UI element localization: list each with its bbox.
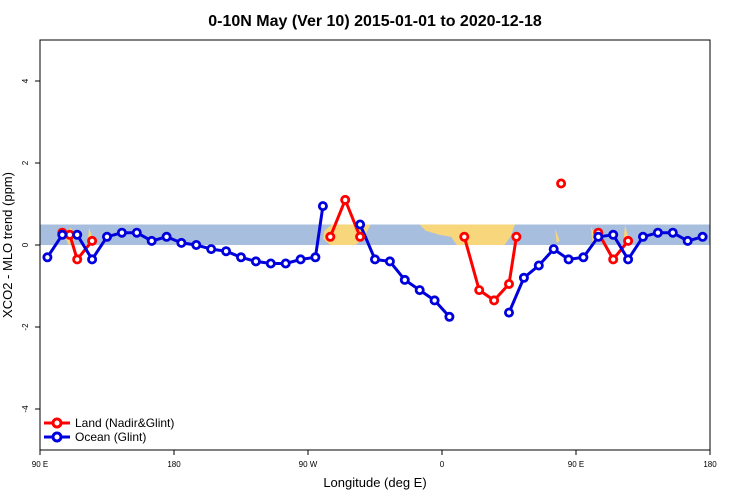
land-data-point	[355, 231, 366, 242]
x-tick-label: 90 E	[32, 460, 48, 469]
ocean-data-point	[593, 231, 604, 242]
ocean-data-point	[131, 227, 142, 238]
x-tick-label: 180	[703, 460, 717, 469]
ocean-data-point	[623, 254, 634, 265]
ocean-data-point	[652, 227, 663, 238]
legend: Land (Nadir&Glint) Ocean (Glint)	[44, 416, 174, 444]
x-tick-label: 180	[167, 460, 181, 469]
ocean-data-point	[191, 239, 202, 250]
legend-land-marker	[51, 417, 63, 429]
land-data-point	[340, 194, 351, 205]
land-data-point	[87, 235, 98, 246]
legend-ocean-marker	[51, 431, 63, 443]
x-tick-label: 90 W	[299, 460, 318, 469]
ocean-data-point	[72, 229, 83, 240]
ocean-data-point	[638, 231, 649, 242]
ocean-data-point	[295, 254, 306, 265]
legend-ocean-label: Ocean (Glint)	[75, 430, 146, 444]
ocean-data-point	[317, 201, 328, 212]
land-data-point	[608, 254, 619, 265]
ocean-data-point	[608, 229, 619, 240]
ocean-data-point	[503, 307, 514, 318]
axis-ticks: 90 E 180 90 W 0 90 E 180 -4 -2 0 2 4	[21, 78, 717, 469]
ocean-data-point	[667, 227, 678, 238]
ocean-data-point	[235, 252, 246, 263]
ocean-data-point	[280, 258, 291, 269]
ocean-data-point	[429, 295, 440, 306]
ocean-data-point	[563, 254, 574, 265]
x-tick-label: 0	[440, 460, 445, 469]
ocean-data-point	[518, 272, 529, 283]
ocean-data-point	[384, 256, 395, 267]
ocean-data-point	[265, 258, 276, 269]
land-data-point	[474, 285, 485, 296]
ocean-data-point	[146, 235, 157, 246]
ocean-band	[40, 224, 710, 245]
y-tick-label: 4	[21, 78, 30, 83]
ocean-data-point	[414, 285, 425, 296]
y-tick-label: 0	[21, 242, 30, 247]
ocean-data-point	[533, 260, 544, 271]
x-tick-label: 90 E	[568, 460, 584, 469]
ocean-data-point	[682, 235, 693, 246]
y-tick-label: -4	[21, 405, 30, 413]
ocean-data-point	[444, 311, 455, 322]
ocean-data-point	[57, 229, 68, 240]
x-axis-label: Longitude (deg E)	[323, 475, 426, 490]
y-tick-label: 2	[21, 160, 30, 165]
ocean-data-point	[87, 254, 98, 265]
ocean-data-point	[355, 219, 366, 230]
land-data-point	[489, 295, 500, 306]
chart-title: 0-10N May (Ver 10) 2015-01-01 to 2020-12…	[208, 13, 542, 30]
ocean-data-point	[42, 252, 53, 263]
ocean-data-point	[161, 231, 172, 242]
ocean-data-point	[116, 227, 127, 238]
ocean-data-point	[206, 244, 217, 255]
land-mass	[555, 228, 560, 243]
land-data-point	[511, 231, 522, 242]
ocean-data-point	[221, 246, 232, 257]
ocean-data-point	[697, 231, 708, 242]
legend-land-label: Land (Nadir&Glint)	[75, 416, 174, 430]
ocean-data-point	[176, 237, 187, 248]
land-data-point	[325, 231, 336, 242]
y-tick-label: -2	[21, 323, 30, 331]
land-data-point	[556, 178, 567, 189]
ocean-data-point	[578, 252, 589, 263]
land-data-point	[503, 278, 514, 289]
ocean-data-point	[310, 252, 321, 263]
y-axis-label: XCO2 - MLO trend (ppm)	[0, 172, 15, 318]
ocean-data-point	[102, 231, 113, 242]
land-data-point	[72, 254, 83, 265]
ocean-data-point	[399, 274, 410, 285]
land-data-point	[623, 235, 634, 246]
land-data-point	[459, 231, 470, 242]
ocean-data-point	[369, 254, 380, 265]
ocean-data-point	[548, 244, 559, 255]
series-layer	[42, 178, 708, 322]
ocean-data-point	[250, 256, 261, 267]
